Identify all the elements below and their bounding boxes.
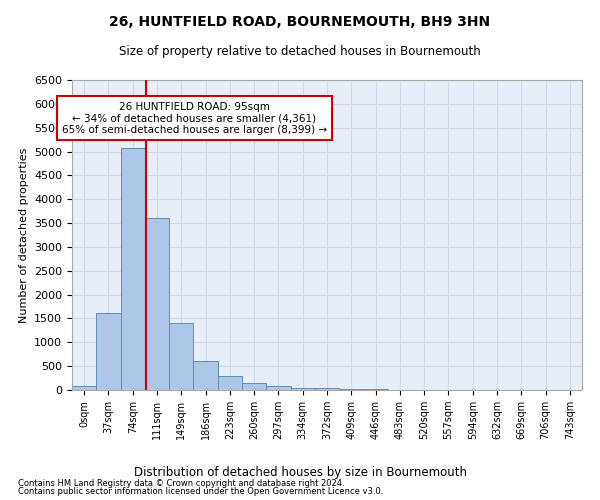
Bar xyxy=(218,376,242,390)
Bar xyxy=(266,386,290,390)
Bar xyxy=(242,384,266,390)
Text: Distribution of detached houses by size in Bournemouth: Distribution of detached houses by size … xyxy=(133,466,467,479)
Bar xyxy=(339,388,364,390)
Bar xyxy=(169,323,193,390)
Text: 26 HUNTFIELD ROAD: 95sqm
← 34% of detached houses are smaller (4,361)
65% of sem: 26 HUNTFIELD ROAD: 95sqm ← 34% of detach… xyxy=(62,102,327,135)
Text: Contains HM Land Registry data © Crown copyright and database right 2024.: Contains HM Land Registry data © Crown c… xyxy=(18,478,344,488)
Bar xyxy=(290,388,315,390)
Bar xyxy=(315,388,339,390)
Bar xyxy=(121,148,145,390)
Text: Size of property relative to detached houses in Bournemouth: Size of property relative to detached ho… xyxy=(119,45,481,58)
Bar xyxy=(96,312,121,390)
Bar xyxy=(72,386,96,390)
Bar xyxy=(364,389,388,390)
Text: Contains public sector information licensed under the Open Government Licence v3: Contains public sector information licen… xyxy=(18,487,383,496)
Y-axis label: Number of detached properties: Number of detached properties xyxy=(19,148,29,322)
Bar xyxy=(145,218,169,390)
Text: 26, HUNTFIELD ROAD, BOURNEMOUTH, BH9 3HN: 26, HUNTFIELD ROAD, BOURNEMOUTH, BH9 3HN xyxy=(109,15,491,29)
Bar xyxy=(193,361,218,390)
